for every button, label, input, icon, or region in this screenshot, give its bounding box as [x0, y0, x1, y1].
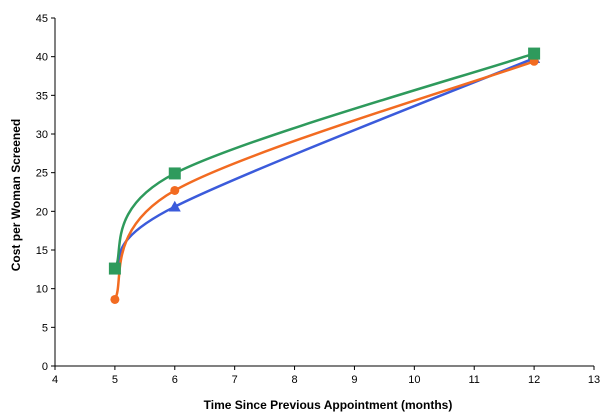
x-tick-label: 13 [588, 374, 600, 386]
data-point [168, 200, 181, 212]
y-tick-label: 0 [42, 361, 48, 373]
y-tick-label: 20 [36, 206, 48, 218]
x-tick-label: 10 [408, 374, 420, 386]
x-tick-label: 6 [172, 374, 178, 386]
y-tick-label: 5 [42, 322, 48, 334]
x-axis-title: Time Since Previous Appointment (months) [204, 398, 453, 412]
y-tick-label: 45 [36, 13, 48, 25]
x-tick-label: 5 [112, 374, 118, 386]
data-point [168, 167, 181, 180]
data-point [110, 294, 120, 304]
series-line [113, 57, 535, 271]
series-circle [110, 56, 539, 304]
y-tick-label: 25 [36, 168, 48, 180]
x-tick-label: 4 [52, 374, 58, 386]
series-layer [108, 47, 541, 304]
data-point [528, 47, 541, 60]
y-axis-title-group: Cost per Woman Screened [9, 119, 23, 271]
series-line [113, 60, 535, 301]
x-tick-label: 7 [232, 374, 238, 386]
data-point [170, 185, 180, 195]
y-tick-label: 30 [36, 129, 48, 141]
series-triangle [108, 52, 541, 275]
data-point [108, 262, 121, 275]
series-line [113, 52, 535, 270]
x-tick-label: 11 [469, 374, 480, 386]
x-tick-label: 9 [351, 374, 357, 386]
x-tick-label: 8 [291, 374, 297, 386]
y-tick-label: 15 [36, 245, 48, 257]
x-tick-label: 12 [528, 374, 540, 386]
series-square [108, 47, 541, 275]
y-tick-label: 40 [36, 52, 48, 64]
y-axis-title: Cost per Woman Screened [9, 119, 23, 271]
y-tick-label: 10 [36, 284, 48, 296]
y-tick-label: 35 [36, 90, 48, 102]
